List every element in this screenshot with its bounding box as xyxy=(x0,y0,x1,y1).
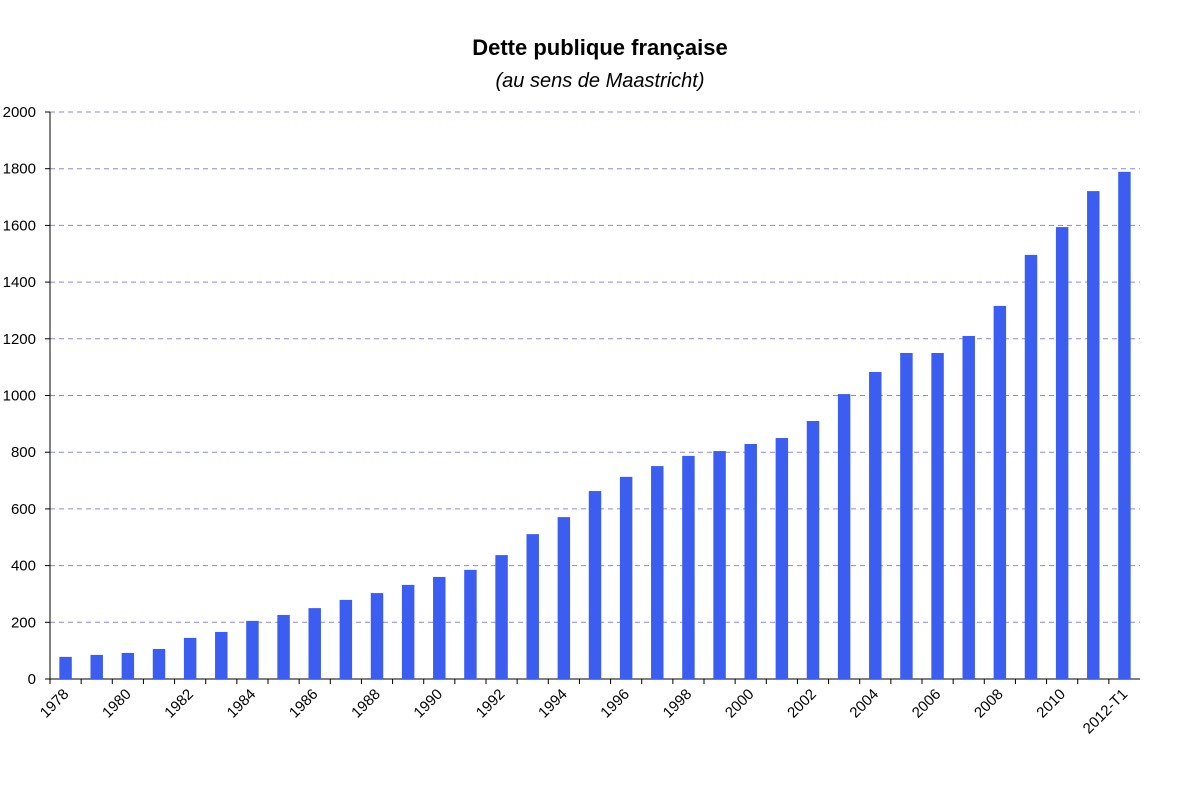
y-tick-label: 400 xyxy=(11,558,36,575)
bar xyxy=(464,569,477,679)
bar xyxy=(588,491,602,679)
y-tick-label: 2000 xyxy=(3,104,36,121)
x-tick-label: 1994 xyxy=(535,686,571,722)
bar xyxy=(308,608,321,679)
bar xyxy=(183,637,197,679)
bar xyxy=(339,599,353,679)
x-tick-label: 1982 xyxy=(161,686,197,722)
x-tick-label: 1984 xyxy=(224,686,260,722)
x-tick-label: 2000 xyxy=(722,686,758,722)
bar xyxy=(869,371,882,679)
y-tick-label: 800 xyxy=(11,444,36,461)
chart-title: Dette publique française xyxy=(472,35,728,60)
bar xyxy=(806,421,820,679)
bar xyxy=(401,584,415,679)
x-tick-label: 1998 xyxy=(660,686,696,722)
bar xyxy=(433,576,446,679)
bar xyxy=(682,455,695,679)
bar xyxy=(775,438,789,679)
y-tick-label: 600 xyxy=(11,501,36,518)
x-tick-label: 1992 xyxy=(473,686,509,722)
bar xyxy=(1118,171,1131,680)
x-tick-label: 1996 xyxy=(597,686,633,722)
bar xyxy=(90,654,103,679)
bar xyxy=(744,443,757,679)
y-tick-label: 1200 xyxy=(3,331,36,348)
y-tick-label: 200 xyxy=(11,614,36,631)
bar xyxy=(837,394,851,679)
x-tick-label: 1986 xyxy=(286,686,322,722)
bar xyxy=(59,656,72,679)
bar xyxy=(713,451,726,679)
chart-subtitle: (au sens de Maastricht) xyxy=(496,70,705,92)
bar xyxy=(246,620,259,679)
bar xyxy=(619,476,633,679)
bar xyxy=(215,631,228,679)
bar xyxy=(277,614,290,679)
bar xyxy=(962,335,975,679)
x-tick-label: 1980 xyxy=(99,686,135,722)
y-tick-label: 1000 xyxy=(3,388,36,405)
bar xyxy=(931,352,944,679)
x-tick-label: 2004 xyxy=(846,686,882,722)
bar xyxy=(1087,191,1100,679)
x-tick-label: 1990 xyxy=(410,686,446,722)
y-tick-label: 1400 xyxy=(3,274,36,291)
x-tick-label: 1978 xyxy=(37,686,73,722)
y-tick-label: 1800 xyxy=(3,161,36,178)
bar xyxy=(495,555,508,679)
x-tick-label: 2012-T1 xyxy=(1080,686,1132,738)
bar xyxy=(152,648,166,679)
x-tick-label: 2010 xyxy=(1033,686,1069,722)
y-tick-label: 1600 xyxy=(3,217,36,234)
bar xyxy=(1024,254,1038,679)
bar xyxy=(557,517,571,679)
x-tick-label: 2008 xyxy=(971,686,1007,722)
bar xyxy=(526,534,539,679)
y-tick-label: 0 xyxy=(28,671,36,688)
bar xyxy=(121,652,135,679)
bar xyxy=(370,593,384,679)
x-tick-label: 2006 xyxy=(909,686,945,722)
x-tick-label: 2002 xyxy=(784,686,820,722)
bar xyxy=(900,352,913,679)
x-tick-label: 1988 xyxy=(348,686,384,722)
bar xyxy=(993,305,1007,679)
bar xyxy=(1055,227,1069,679)
bar xyxy=(651,466,664,679)
